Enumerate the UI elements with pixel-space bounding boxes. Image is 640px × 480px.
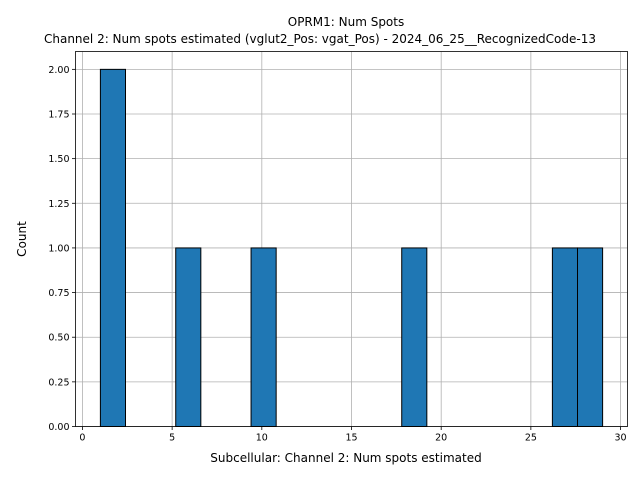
x-axis-label: Subcellular: Channel 2: Num spots estima… (210, 451, 481, 465)
y-tick-label: 1.25 (48, 199, 69, 210)
histogram-bar-5 (551, 247, 579, 427)
chart-title: OPRM1: Num Spots (288, 15, 404, 29)
histogram-bar-4 (401, 247, 428, 427)
y-tick-label: 0.00 (48, 422, 69, 433)
y-tick-label: 1.75 (48, 110, 69, 121)
x-tick-label: 5 (169, 433, 175, 444)
histogram-bar-6 (577, 247, 604, 427)
y-tick-label: 0.25 (48, 377, 69, 388)
x-tick-label: 25 (525, 433, 537, 444)
histogram-bar-3 (250, 247, 277, 427)
plot-frame (75, 51, 628, 427)
histogram-bar-1 (99, 68, 126, 427)
x-tick-label: 30 (615, 433, 627, 444)
grid-lines (75, 51, 628, 427)
y-axis-label: Count (15, 221, 29, 257)
y-tick-label: 1.00 (48, 243, 69, 254)
x-tick-label: 0 (79, 433, 85, 444)
y-axis-ticks: 0.00 0.25 0.50 0.75 1.00 1.25 1.50 1.75 2.00 (48, 65, 76, 433)
x-tick-label: 20 (435, 433, 447, 444)
histogram-bar-2 (175, 247, 202, 427)
x-axis-ticks: 0 5 10 15 20 25 30 (79, 426, 627, 444)
chart-subtitle: Channel 2: Num spots estimated (vglut2_P… (44, 32, 596, 46)
y-tick-label: 2.00 (48, 65, 69, 76)
bars-group (99, 68, 604, 427)
y-tick-label: 1.50 (48, 154, 69, 165)
x-tick-label: 15 (345, 433, 357, 444)
y-tick-label: 0.50 (48, 333, 69, 344)
y-tick-label: 0.75 (48, 288, 69, 299)
x-tick-label: 10 (256, 433, 268, 444)
